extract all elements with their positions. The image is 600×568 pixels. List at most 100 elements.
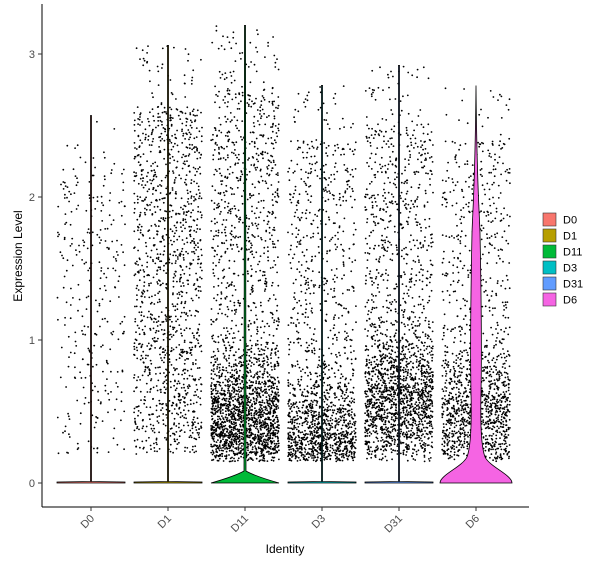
data-point [246, 385, 248, 388]
data-point [171, 155, 174, 158]
data-point [237, 330, 240, 333]
data-point [328, 396, 331, 398]
data-point [198, 296, 200, 299]
data-point [234, 236, 236, 239]
data-point [191, 240, 193, 242]
data-point [148, 296, 151, 299]
data-point [333, 295, 336, 298]
data-point [156, 233, 159, 236]
data-point [175, 431, 178, 433]
data-point [164, 424, 167, 427]
data-point [141, 357, 144, 360]
data-point [64, 324, 66, 326]
data-point [133, 124, 136, 126]
data-point [173, 367, 175, 369]
data-point [145, 196, 148, 199]
data-point [189, 429, 192, 432]
data-point [136, 357, 139, 360]
data-point [171, 320, 173, 323]
data-point [344, 435, 347, 438]
data-point [133, 211, 136, 214]
data-point [218, 397, 221, 399]
data-point [101, 220, 104, 222]
data-point [277, 364, 280, 366]
data-point [234, 435, 237, 438]
data-point [108, 398, 111, 401]
data-point [62, 431, 64, 434]
data-point [250, 105, 253, 108]
data-point [271, 381, 274, 383]
data-point [98, 236, 101, 239]
data-point [170, 315, 172, 318]
data-point [122, 251, 124, 254]
data-point [168, 316, 171, 319]
data-point [212, 238, 215, 241]
data-point [264, 240, 267, 242]
data-point [196, 170, 198, 173]
data-point [246, 198, 249, 201]
data-point [148, 371, 151, 374]
data-point [144, 325, 147, 328]
data-point [79, 422, 82, 425]
data-point [157, 337, 159, 340]
data-point [213, 208, 216, 211]
data-point [276, 328, 278, 330]
data-point [185, 214, 188, 217]
data-point [261, 310, 264, 313]
data-point [68, 190, 71, 193]
data-point [143, 396, 146, 398]
data-point [255, 343, 257, 345]
data-point [240, 438, 243, 440]
data-point [71, 243, 73, 245]
data-point [174, 251, 176, 253]
data-point [247, 305, 250, 308]
data-point [228, 41, 231, 44]
data-point [110, 223, 113, 226]
data-point [225, 397, 228, 400]
data-point [263, 412, 266, 414]
data-point [266, 172, 268, 175]
data-point [193, 410, 196, 413]
data-point [159, 324, 162, 326]
data-point [249, 360, 251, 362]
data-point [315, 431, 318, 433]
data-point [87, 401, 90, 404]
data-point [161, 111, 164, 114]
data-point [184, 413, 187, 416]
data-point [112, 219, 115, 222]
data-point [146, 261, 149, 264]
data-point [232, 36, 235, 39]
data-point [222, 403, 225, 406]
data-point [180, 429, 183, 431]
data-point [264, 408, 267, 411]
data-point [344, 338, 346, 341]
data-point [253, 115, 256, 118]
data-point [160, 132, 163, 135]
data-point [296, 241, 299, 243]
data-point [157, 258, 160, 261]
data-point [274, 351, 277, 354]
data-point [276, 432, 279, 435]
data-point [174, 275, 177, 277]
data-point [306, 385, 309, 387]
data-point [250, 393, 252, 396]
data-point [213, 217, 216, 220]
data-point [338, 226, 341, 229]
data-point [72, 297, 74, 299]
data-point [188, 267, 191, 270]
data-point [259, 326, 262, 329]
data-point [230, 47, 233, 50]
data-point [314, 449, 316, 452]
data-point [233, 363, 235, 366]
data-point [88, 181, 91, 183]
data-point [83, 241, 86, 244]
data-point [134, 338, 137, 341]
data-point [261, 450, 264, 452]
data-point [246, 270, 249, 273]
data-point [191, 144, 194, 146]
data-point [159, 139, 162, 142]
data-point [177, 114, 180, 117]
data-point [157, 379, 160, 382]
data-point [212, 133, 214, 136]
data-point [95, 299, 97, 302]
